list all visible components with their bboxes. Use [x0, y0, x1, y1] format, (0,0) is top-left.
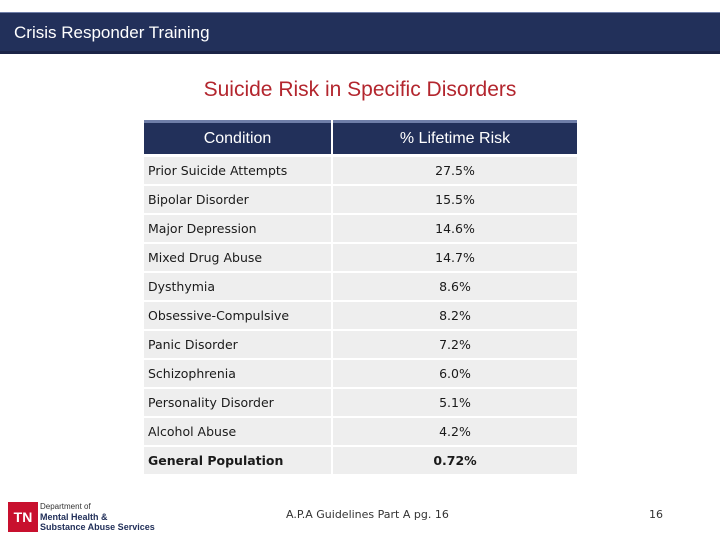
header-title: Crisis Responder Training: [14, 23, 210, 42]
condition-cell: Prior Suicide Attempts: [144, 157, 331, 184]
table-row: Alcohol Abuse 4.2%: [144, 418, 577, 445]
condition-cell: Obsessive-Compulsive: [144, 302, 331, 329]
table-row: Major Depression 14.6%: [144, 215, 577, 242]
logo-text: Department of Mental Health & Substance …: [40, 502, 155, 532]
condition-cell: Major Depression: [144, 215, 331, 242]
slide-title: Suicide Risk in Specific Disorders: [203, 78, 517, 101]
table-row-general-population: General Population 0.72%: [144, 447, 577, 474]
footer-citation: A.P.A Guidelines Part A pg. 16: [286, 508, 449, 521]
condition-cell: Personality Disorder: [144, 389, 331, 416]
condition-cell: General Population: [144, 447, 331, 474]
risk-cell: 6.0%: [333, 360, 577, 387]
tn-logo-icon: TN: [8, 502, 38, 532]
risk-table: Condition % Lifetime Risk Prior Suicide …: [144, 120, 577, 476]
header-bar: Crisis Responder Training: [0, 12, 720, 54]
condition-cell: Bipolar Disorder: [144, 186, 331, 213]
logo-line-1: Department of: [40, 502, 91, 511]
risk-cell: 7.2%: [333, 331, 577, 358]
risk-cell: 8.2%: [333, 302, 577, 329]
condition-cell: Dysthymia: [144, 273, 331, 300]
risk-cell: 15.5%: [333, 186, 577, 213]
table-row: Dysthymia 8.6%: [144, 273, 577, 300]
table-row: Panic Disorder 7.2%: [144, 331, 577, 358]
risk-cell: 5.1%: [333, 389, 577, 416]
table-row: Prior Suicide Attempts 27.5%: [144, 157, 577, 184]
risk-cell: 14.7%: [333, 244, 577, 271]
tn-department-logo: TN Department of Mental Health & Substan…: [8, 500, 158, 536]
risk-cell: 27.5%: [333, 157, 577, 184]
logo-line-3: Substance Abuse Services: [40, 522, 155, 532]
table-row: Personality Disorder 5.1%: [144, 389, 577, 416]
column-header-condition: Condition: [144, 120, 331, 154]
table-row: Mixed Drug Abuse 14.7%: [144, 244, 577, 271]
risk-cell: 14.6%: [333, 215, 577, 242]
condition-cell: Mixed Drug Abuse: [144, 244, 331, 271]
table-header: Condition % Lifetime Risk: [144, 120, 577, 154]
risk-cell: 0.72%: [333, 447, 577, 474]
page-number: 16: [649, 508, 663, 521]
risk-cell: 4.2%: [333, 418, 577, 445]
column-header-lifetime-risk: % Lifetime Risk: [333, 120, 577, 154]
risk-cell: 8.6%: [333, 273, 577, 300]
condition-cell: Panic Disorder: [144, 331, 331, 358]
table-row: Schizophrenia 6.0%: [144, 360, 577, 387]
table-row: Bipolar Disorder 15.5%: [144, 186, 577, 213]
condition-cell: Schizophrenia: [144, 360, 331, 387]
condition-cell: Alcohol Abuse: [144, 418, 331, 445]
table-row: Obsessive-Compulsive 8.2%: [144, 302, 577, 329]
logo-line-2: Mental Health &: [40, 512, 108, 522]
